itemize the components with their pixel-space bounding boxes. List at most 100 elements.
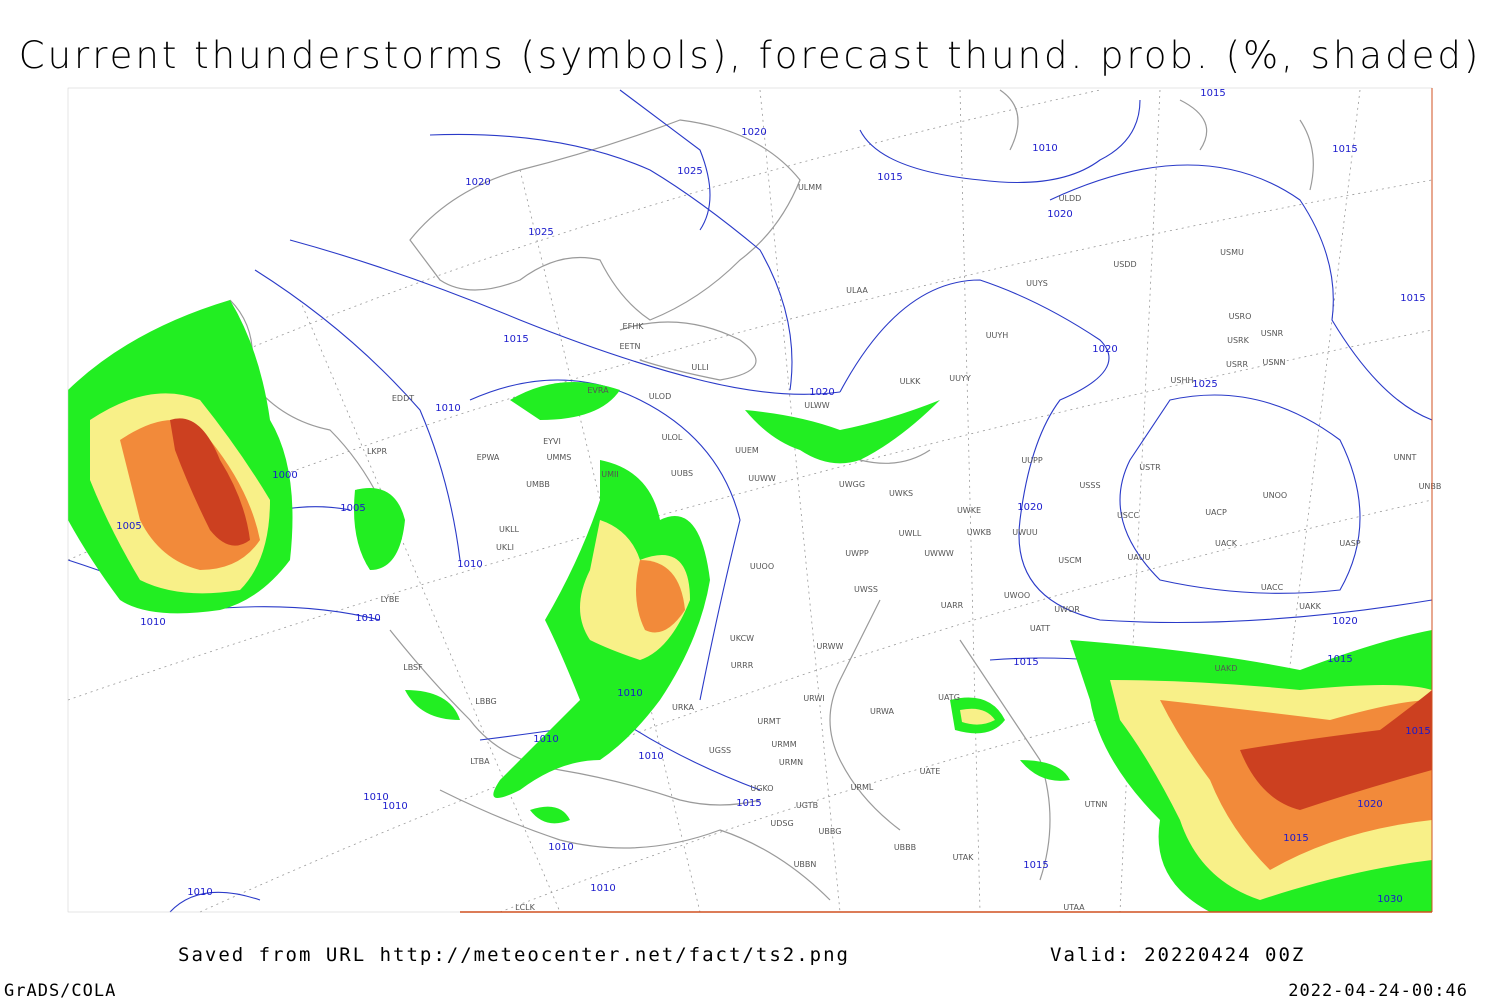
station-code: UAKK [1299,602,1322,611]
station-code: UAUU [1127,553,1150,562]
isobar-label: 1010 [457,559,482,570]
isobar-label: 1020 [1017,502,1042,513]
isobar-label: 1015 [736,798,761,809]
station-code: UWOO [1004,591,1030,600]
station-code: UGTB [796,801,818,810]
station-code: ULAA [846,286,868,295]
station-code: UMBB [526,480,550,489]
station-code: UGKO [750,784,773,793]
station-code: UWGG [839,480,865,489]
station-code: ULLI [691,363,708,372]
station-code: USNR [1261,329,1284,338]
station-code: LTBA [470,757,490,766]
station-code: UWKB [967,528,992,537]
isobar-label: 1015 [1400,293,1425,304]
station-code: USRO [1229,312,1252,321]
station-code: URWW [817,642,844,651]
isobar-label: 1010 [140,617,165,628]
title: Current thunderstorms (symbols), forecas… [19,34,1482,77]
thunderstorm-probability [68,300,1432,912]
station-code: LYBE [381,595,400,604]
station-code: USHH [1171,376,1194,385]
isobar-label: 1010 [638,751,663,762]
station-code: EPWA [477,453,500,462]
station-code: UWPP [845,549,869,558]
station-code: UMMS [547,453,572,462]
station-code: UUPP [1021,456,1043,465]
isobar-label: 1020 [1047,209,1072,220]
isobar-label: 1025 [1192,379,1217,390]
station-code: UKLL [499,525,520,534]
station-code: EYVI [543,437,561,446]
isobar-label: 1015 [1013,657,1038,668]
station-code: UACC [1261,583,1284,592]
station-code: USSS [1079,481,1100,490]
station-code: USMU [1220,248,1244,257]
isobar-label: 1020 [1332,616,1357,627]
station-code: ULDD [1059,194,1082,203]
station-code: UUYY [949,374,971,383]
station-code: ULOL [662,433,683,442]
station-code: UTAA [1063,903,1085,912]
isobar-label: 1025 [528,227,553,238]
station-code: URML [851,783,874,792]
isobar-label: 1000 [272,470,297,481]
station-code: UUYH [986,331,1009,340]
isobar-label: 1010 [548,842,573,853]
isobar-label: 1015 [503,334,528,345]
station-code: UBBN [794,860,817,869]
isobar-label: 1020 [741,127,766,138]
station-code: EDDT [392,394,414,403]
isobar-label: 1010 [435,403,460,414]
station-code: UKCW [730,634,754,643]
station-code: UBBG [819,827,842,836]
station-code: UBBB [894,843,916,852]
isobar-label: 1015 [1327,654,1352,665]
station-code: LBSF [403,663,423,672]
station-code: URRR [731,661,754,670]
station-code: UUYS [1026,279,1048,288]
station-code: UWKE [957,506,981,515]
station-code: UUEM [735,446,759,455]
isobar-label: 1010 [590,883,615,894]
isobar-label: 1010 [1032,143,1057,154]
station-code: USNN [1263,358,1286,367]
station-code: URWA [870,707,895,716]
station-code: UMII [601,470,618,479]
isobar-label: 1030 [1377,894,1402,905]
isobar-label: 1015 [1405,726,1430,737]
isobar-label: 1020 [809,387,834,398]
isobar-label: 1015 [877,172,902,183]
map: 1020 1025 1020 1025 1015 1010 1015 1015 1020 1015… [67,87,1442,913]
valid-time: Valid: 20220424 00Z [1050,944,1305,966]
software: GrADS/COLA [4,981,116,1000]
isobar-label: 1015 [1332,144,1357,155]
station-code: UWWW [924,549,954,558]
station-code: UWLL [899,529,922,538]
station-code: UTAK [953,853,975,862]
station-code: LCLK [515,903,536,912]
isobar-label: 1010 [382,801,407,812]
isobar-label: 1020 [465,177,490,188]
station-code: UUBS [671,469,693,478]
isobar-label: 1015 [1023,860,1048,871]
station-code: URWI [803,694,824,703]
station-code: UKLI [496,543,514,552]
station-code: UUWW [748,474,776,483]
isobar-label: 1020 [1357,799,1382,810]
station-code: ULOD [649,392,671,401]
station-code: UACK [1215,539,1238,548]
isobar-label: 1010 [355,613,380,624]
station-code: UNNT [1394,453,1417,462]
station-code: USRR [1226,360,1248,369]
isobar-label: 1010 [533,734,558,745]
isobar-label: 1010 [187,887,212,898]
station-code: UNBB [1419,482,1442,491]
station-code: UARR [941,601,964,610]
station-code: EFHK [623,322,645,331]
station-code: UATE [920,767,941,776]
station-code: ULKK [900,377,922,386]
isobar-label: 1025 [677,166,702,177]
station-code: EVRA [587,386,609,395]
